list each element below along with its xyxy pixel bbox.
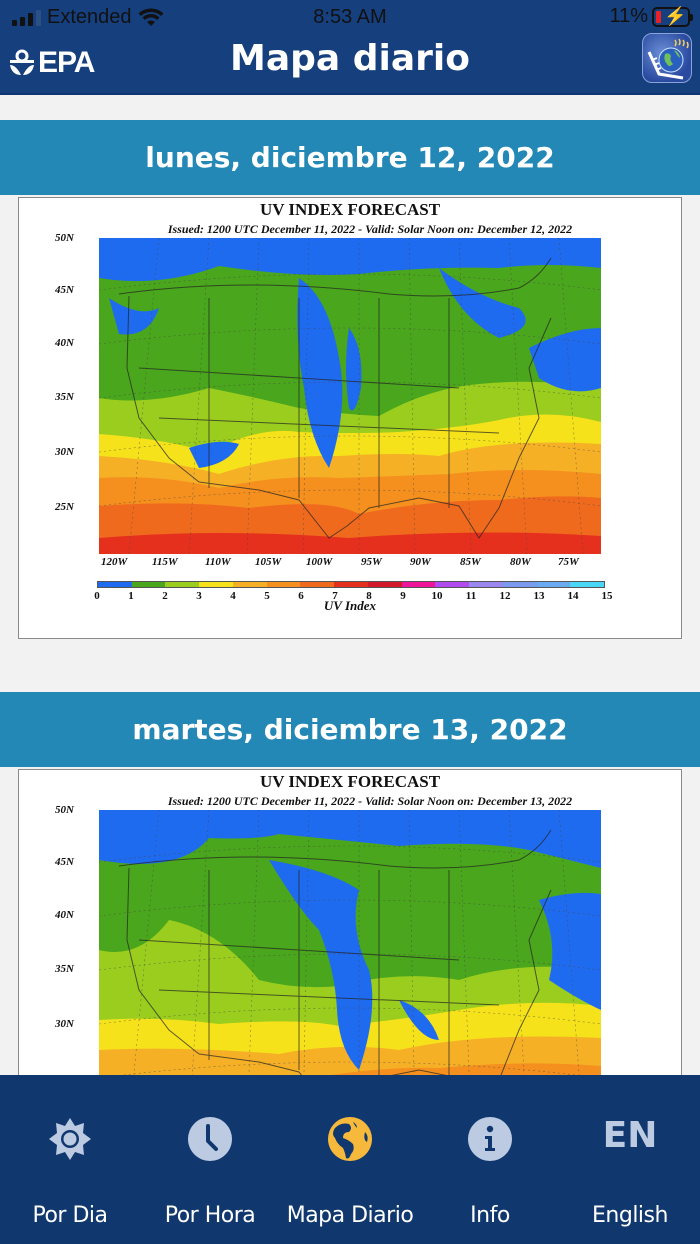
legend-label: UV Index	[323, 598, 377, 613]
legend-tick: 15	[601, 590, 613, 602]
signal-icon	[12, 9, 41, 26]
lat-label: 35N	[55, 391, 74, 403]
map-subtitle: Issued: 1200 UTC December 11, 2022 - Val…	[167, 794, 573, 808]
tab-label: Info	[470, 1203, 510, 1228]
legend-tick: 2	[162, 590, 168, 602]
epa-logo[interactable]: EPA	[8, 46, 95, 80]
legend-tick: 11	[465, 590, 477, 602]
lon-label: 75W	[558, 556, 579, 568]
uv-map-card-1[interactable]: UV INDEX FORECAST Issued: 1200 UTC Decem…	[18, 197, 682, 639]
legend-tick: 9	[400, 590, 406, 602]
lat-label: 45N	[55, 856, 74, 868]
top-bar: Extended 8:53 AM 11% ⚡	[0, 0, 700, 95]
battery-percent: 11%	[609, 5, 648, 27]
uv-index-map	[99, 238, 601, 554]
lon-label: 80W	[510, 556, 531, 568]
language-icon-text: EN	[602, 1114, 658, 1156]
legend-tick: 3	[196, 590, 202, 602]
tab-label: English	[592, 1203, 668, 1228]
lat-label: 30N	[55, 1018, 74, 1030]
map-title: UV INDEX FORECAST	[259, 200, 441, 219]
tab-label: Mapa Diario	[286, 1203, 414, 1228]
uv-color-legend	[97, 581, 605, 588]
lon-label: 85W	[460, 556, 481, 568]
lat-label: 25N	[55, 1073, 74, 1075]
page-title: Mapa diario	[230, 38, 470, 79]
lat-label: 45N	[55, 284, 74, 296]
legend-tick: 8	[366, 590, 372, 602]
lon-label: 105W	[255, 556, 282, 568]
legend-ticks: 0 1 2 3 4 5 6 7 8 9 10 11 12 13 14 15	[93, 590, 612, 604]
lon-label: 90W	[410, 556, 431, 568]
tab-por-dia[interactable]: Por Dia	[0, 1075, 140, 1244]
lat-label: 35N	[55, 963, 74, 975]
legend-tick: 13	[533, 590, 545, 602]
status-time: 8:53 AM	[313, 6, 387, 28]
legend-tick: 7	[332, 590, 338, 602]
lat-label: 40N	[55, 337, 74, 349]
tab-english[interactable]: EN English	[560, 1075, 700, 1244]
legend-tick: 12	[499, 590, 511, 602]
status-left: Extended	[12, 6, 164, 29]
battery-icon: ⚡	[652, 6, 693, 27]
info-icon	[466, 1115, 514, 1163]
map-subtitle: Issued: 1200 UTC December 11, 2022 - Val…	[167, 222, 573, 236]
day-header-2: martes, diciembre 13, 2022	[0, 692, 700, 767]
epa-logo-text: EPA	[38, 46, 95, 79]
tab-label: Por Dia	[32, 1203, 108, 1228]
daily-map-scroll[interactable]: lunes, diciembre 12, 2022 UV INDEX FOREC…	[0, 97, 700, 1075]
legend-tick: 14	[567, 590, 579, 602]
wifi-icon	[138, 7, 164, 26]
status-right: 11% ⚡	[609, 5, 693, 28]
tab-info[interactable]: Info	[420, 1075, 560, 1244]
legend-tick: 5	[264, 590, 270, 602]
map-title: UV INDEX FORECAST	[259, 772, 441, 791]
legend-tick: 0	[94, 590, 100, 602]
lat-label: 30N	[55, 446, 74, 458]
lon-label: 115W	[152, 556, 178, 568]
lat-label: 40N	[55, 909, 74, 921]
clock-icon	[186, 1115, 234, 1163]
lon-label: 120W	[101, 556, 128, 568]
lat-label: 50N	[55, 804, 74, 816]
tab-por-hora[interactable]: Por Hora	[140, 1075, 280, 1244]
lat-label: 50N	[55, 232, 74, 244]
epa-flower-icon	[10, 49, 34, 75]
globe-icon	[326, 1115, 374, 1163]
bottom-tab-bar: Por Dia Por Hora Mapa Diario	[0, 1075, 700, 1244]
sun-icon	[46, 1115, 94, 1163]
carrier-name: Extended	[47, 6, 132, 28]
lon-label: 95W	[361, 556, 382, 568]
uv-app-icon[interactable]	[642, 33, 692, 83]
legend-tick: 4	[230, 590, 236, 602]
lon-label: 100W	[306, 556, 333, 568]
legend-tick: 1	[128, 590, 134, 602]
lat-label: 25N	[55, 501, 74, 513]
day-header-1: lunes, diciembre 12, 2022	[0, 120, 700, 195]
legend-tick: 10	[431, 590, 443, 602]
lon-label: 110W	[205, 556, 231, 568]
status-bar: Extended 8:53 AM 11% ⚡	[0, 0, 700, 34]
legend-tick: 6	[298, 590, 304, 602]
tab-label: Por Hora	[164, 1203, 256, 1228]
uv-index-map	[99, 810, 601, 1075]
globe-beach-chair-icon	[647, 38, 689, 80]
language-icon: EN	[603, 1111, 658, 1159]
tab-mapa-diario[interactable]: Mapa Diario	[280, 1075, 420, 1244]
uv-map-card-2[interactable]: UV INDEX FORECAST Issued: 1200 UTC Decem…	[18, 769, 682, 1075]
